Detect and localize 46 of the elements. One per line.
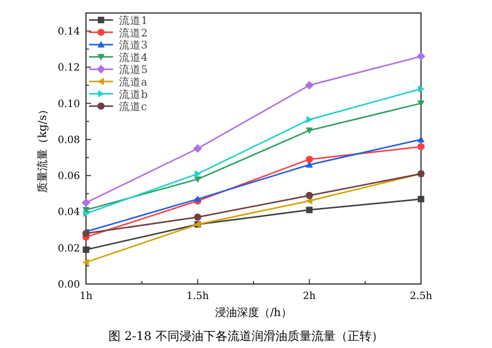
y-tick-label: 0.02 (58, 243, 80, 254)
point (194, 176, 202, 183)
point (306, 128, 313, 134)
x-tick-label: 1h (80, 291, 93, 302)
x-tick-label: 2.5h (410, 291, 433, 302)
point (305, 80, 314, 90)
point (193, 144, 202, 153)
point (306, 156, 313, 163)
legend-label: 流道3 (119, 38, 148, 52)
point (418, 85, 425, 92)
y-tick-label: 0.10 (58, 98, 80, 110)
point (194, 170, 202, 178)
point (416, 52, 426, 61)
point (194, 214, 202, 221)
x-tick-label: 1.5h (186, 291, 210, 302)
point (83, 210, 90, 218)
point (417, 100, 425, 107)
x-axis-title: 浸油深度（/h） (215, 306, 292, 319)
y-tick-label: 0.06 (58, 171, 80, 182)
point (418, 196, 424, 202)
point (306, 116, 313, 124)
legend-label: 流道1 (119, 14, 148, 27)
point (306, 206, 313, 214)
x-tick-label: 2h (302, 291, 316, 302)
point (417, 136, 425, 142)
point (82, 258, 89, 266)
point (82, 198, 90, 208)
point (306, 192, 313, 200)
y-tick-label: 0.00 (58, 280, 80, 290)
point (82, 246, 90, 253)
legend-label: 流道5 (119, 63, 148, 76)
y-tick-label: 0.12 (58, 62, 80, 74)
legend-label: 流道c (119, 100, 147, 114)
legend-label: 流道2 (119, 26, 148, 40)
point (82, 230, 90, 238)
point (306, 161, 313, 168)
legend-label: 流道a (119, 76, 148, 88)
legend-label: 流道4 (119, 50, 148, 64)
point (194, 195, 202, 202)
y-tick-label: 0.04 (58, 207, 80, 218)
caption: 图 2-18 不同浸油下各流道润滑油质量流量（正转） (108, 329, 384, 343)
y-tick-label: 0.08 (58, 134, 80, 146)
point (417, 143, 425, 150)
legend-label: 流道b (119, 88, 148, 101)
y-axis-title: 质量流量（kg/s） (36, 104, 49, 194)
y-tick-label: 0.14 (58, 26, 80, 38)
